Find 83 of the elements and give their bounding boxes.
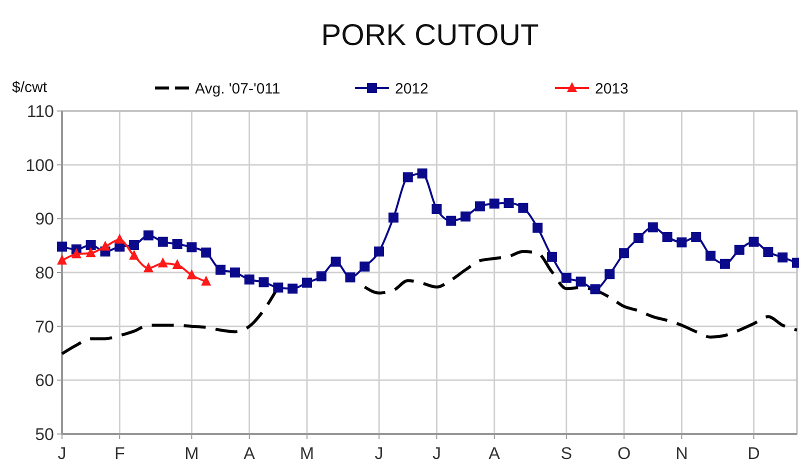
x-tick-label: J xyxy=(374,444,384,463)
point xyxy=(504,198,514,208)
point xyxy=(576,276,586,287)
point xyxy=(86,247,96,258)
point xyxy=(57,254,67,265)
y-tick-label: 90 xyxy=(35,210,54,229)
point xyxy=(143,262,154,272)
point xyxy=(417,168,428,178)
point xyxy=(662,232,672,242)
point xyxy=(547,252,557,262)
point xyxy=(330,256,341,267)
point xyxy=(446,216,456,226)
legend-label: 2012 xyxy=(395,80,428,98)
point xyxy=(402,172,413,182)
point xyxy=(619,248,630,258)
point xyxy=(345,272,356,282)
point xyxy=(57,242,67,252)
point xyxy=(201,276,212,286)
point xyxy=(244,274,254,284)
point xyxy=(691,232,702,242)
point xyxy=(288,284,298,294)
point xyxy=(432,204,442,214)
y-tick-label: 80 xyxy=(35,263,54,282)
point xyxy=(258,277,269,288)
point xyxy=(71,248,82,258)
point xyxy=(561,272,572,283)
point xyxy=(172,238,182,249)
point xyxy=(172,258,182,269)
x-tick-label: A xyxy=(488,444,501,463)
point xyxy=(316,271,326,282)
chart-title: PORK CUTOUT xyxy=(321,19,539,52)
x-tick-label: F xyxy=(114,444,125,463)
point xyxy=(158,257,168,268)
point xyxy=(129,240,140,250)
point xyxy=(158,236,168,247)
point xyxy=(216,264,226,275)
point xyxy=(374,246,384,257)
legend-label: Avg. '07-'011 xyxy=(195,80,280,98)
point xyxy=(489,198,500,209)
point xyxy=(734,244,744,255)
point xyxy=(763,247,774,258)
point xyxy=(648,222,658,232)
point xyxy=(604,269,615,280)
x-tick-label: J xyxy=(432,444,441,463)
x-tick-label: S xyxy=(560,444,572,463)
point xyxy=(633,233,644,244)
x-tick-label: M xyxy=(184,444,199,463)
point xyxy=(186,269,197,280)
y-tick-label: 70 xyxy=(35,317,54,336)
point xyxy=(460,212,471,222)
x-tick-label: N xyxy=(676,444,688,463)
x-tick-label: M xyxy=(300,444,314,463)
point xyxy=(114,234,125,244)
point xyxy=(676,237,687,248)
point xyxy=(388,212,398,223)
point xyxy=(273,282,284,293)
y-axis-title: $/cwt xyxy=(12,79,48,96)
legend-label: 2013 xyxy=(595,80,628,98)
point xyxy=(474,201,485,212)
point xyxy=(129,250,140,260)
y-tick-label: 50 xyxy=(35,424,54,444)
point xyxy=(778,252,788,262)
point xyxy=(230,268,240,278)
point xyxy=(100,240,110,251)
point xyxy=(302,278,312,288)
point xyxy=(86,240,96,250)
x-tick-label: J xyxy=(58,444,66,463)
point xyxy=(360,262,370,272)
y-tick-label: 110 xyxy=(26,102,54,121)
x-tick-label: A xyxy=(244,444,256,463)
point xyxy=(748,236,759,247)
point xyxy=(706,250,716,261)
y-tick-label: 60 xyxy=(35,371,54,390)
point xyxy=(532,222,543,233)
point xyxy=(143,230,154,240)
point xyxy=(201,248,212,258)
point xyxy=(186,242,197,252)
point xyxy=(590,284,600,294)
point xyxy=(518,202,528,213)
x-tick-label: O xyxy=(617,444,631,463)
x-tick-label: D xyxy=(748,444,760,463)
point xyxy=(720,258,730,269)
y-tick-label: 100 xyxy=(26,156,54,175)
